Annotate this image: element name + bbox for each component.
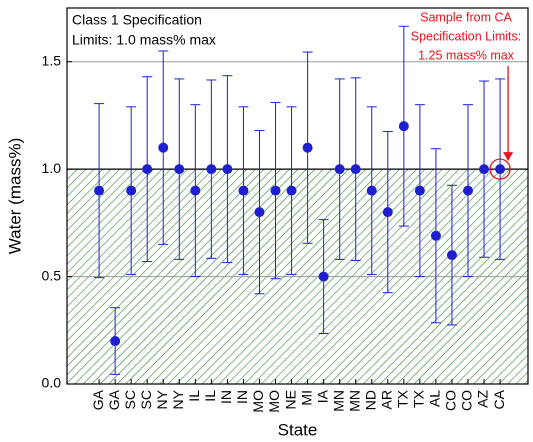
x-tick-label: NY: [170, 389, 186, 409]
ca-annotation: Sample from CA: [420, 10, 512, 24]
annotation: Limits: 1.0 mass% max: [72, 32, 216, 48]
point: [270, 185, 281, 196]
plot-frame: [66, 7, 529, 385]
ca-annotation: 1.25 mass% max: [418, 48, 515, 62]
x-tick-label: IN: [218, 390, 234, 404]
x-tick-label: MN: [346, 390, 362, 412]
point: [430, 230, 441, 241]
point: [126, 185, 137, 196]
x-axis-label: State: [278, 420, 318, 439]
annotation: Class 1 Specification: [72, 12, 202, 28]
x-tick-label: SC: [122, 390, 138, 409]
x-tick-label: MO: [250, 390, 266, 413]
x-tick-label: MN: [330, 390, 346, 412]
y-tick-label: 0.5: [42, 267, 62, 283]
x-tick-label: CO: [459, 390, 475, 411]
x-tick-label: AZ: [475, 390, 491, 408]
x-tick-label: GA: [90, 389, 106, 410]
x-tick-label: NY: [154, 389, 170, 409]
point: [254, 207, 265, 218]
highlight-circle: [489, 158, 511, 180]
point: [334, 164, 345, 175]
x-tick-label: IL: [202, 390, 218, 402]
point: [206, 164, 217, 175]
point: [190, 185, 201, 196]
point: [158, 142, 169, 153]
x-tick-label: SC: [138, 390, 154, 409]
y-tick-label: 1.5: [42, 52, 62, 68]
point: [302, 142, 313, 153]
x-tick-label: TX: [411, 389, 427, 408]
point: [142, 164, 153, 175]
point: [398, 121, 409, 132]
point: [479, 164, 490, 175]
arrow-head: [503, 152, 514, 162]
ca-annotation: Specification Limits:: [411, 29, 521, 43]
x-tick-label: ND: [362, 390, 378, 410]
point: [110, 336, 121, 347]
x-tick-label: NE: [282, 390, 298, 409]
x-tick-label: IN: [234, 390, 250, 404]
x-tick-label: CA: [491, 389, 507, 409]
x-tick-label: CO: [443, 390, 459, 411]
point: [238, 185, 249, 196]
point: [174, 164, 185, 175]
point: [495, 164, 506, 175]
y-tick-label: 1.0: [42, 160, 62, 176]
x-tick-label: AR: [379, 390, 395, 409]
x-tick-label: IL: [186, 390, 202, 402]
point: [94, 185, 105, 196]
point: [366, 185, 377, 196]
x-tick-label: MI: [298, 390, 314, 406]
x-tick-label: IA: [314, 389, 330, 403]
x-tick-label: AL: [427, 390, 443, 407]
point: [286, 185, 297, 196]
point: [222, 164, 233, 175]
point: [463, 185, 473, 196]
point: [446, 250, 457, 261]
point: [382, 207, 393, 218]
x-tick-label: TX: [395, 389, 411, 408]
point: [350, 164, 361, 175]
y-tick-label: 0.0: [42, 375, 62, 391]
point: [318, 271, 329, 282]
point: [414, 185, 425, 196]
x-tick-label: GA: [106, 389, 122, 410]
y-axis-label: Water (mass%): [5, 138, 24, 255]
x-tick-label: MO: [266, 390, 282, 413]
